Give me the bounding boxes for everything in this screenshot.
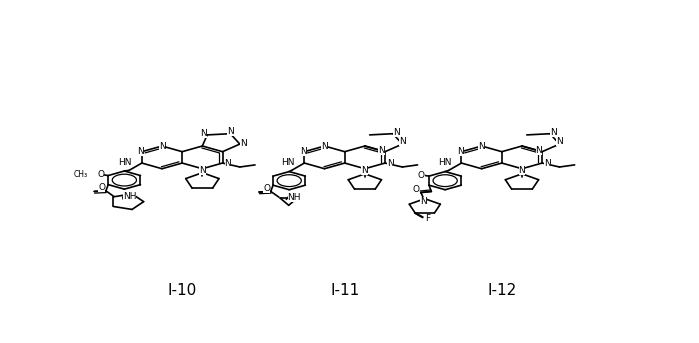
Text: O: O bbox=[263, 184, 270, 193]
Text: N: N bbox=[393, 128, 400, 137]
Text: I-11: I-11 bbox=[330, 283, 359, 298]
Text: N: N bbox=[378, 146, 385, 155]
Text: N: N bbox=[201, 129, 208, 138]
Text: N: N bbox=[519, 166, 526, 175]
Text: N: N bbox=[227, 127, 233, 136]
Text: O: O bbox=[98, 183, 105, 192]
Text: N: N bbox=[361, 166, 368, 175]
Text: I-12: I-12 bbox=[487, 283, 517, 298]
Text: N: N bbox=[159, 142, 166, 151]
Text: N: N bbox=[138, 147, 144, 156]
Text: N: N bbox=[545, 159, 551, 168]
Text: N: N bbox=[457, 147, 463, 156]
Text: N: N bbox=[550, 128, 556, 137]
Text: CH₃: CH₃ bbox=[74, 170, 88, 179]
Text: O: O bbox=[97, 170, 104, 179]
Text: N: N bbox=[556, 138, 563, 146]
Text: NH: NH bbox=[287, 193, 301, 202]
Text: N: N bbox=[387, 159, 394, 168]
Text: I-10: I-10 bbox=[168, 283, 197, 298]
Text: O: O bbox=[412, 185, 419, 194]
Text: F: F bbox=[425, 214, 431, 223]
Text: N: N bbox=[535, 146, 542, 155]
Text: O: O bbox=[418, 171, 425, 180]
Text: NH: NH bbox=[123, 192, 136, 201]
Text: N: N bbox=[478, 142, 485, 151]
Text: N: N bbox=[420, 197, 427, 205]
Text: N: N bbox=[240, 139, 247, 147]
Text: HN: HN bbox=[119, 158, 132, 167]
Text: N: N bbox=[321, 142, 328, 151]
Text: N: N bbox=[224, 159, 231, 168]
Text: N: N bbox=[399, 138, 405, 146]
Text: N: N bbox=[199, 166, 206, 175]
Text: N: N bbox=[300, 147, 307, 156]
Text: HN: HN bbox=[438, 158, 452, 167]
Text: HN: HN bbox=[281, 158, 294, 167]
